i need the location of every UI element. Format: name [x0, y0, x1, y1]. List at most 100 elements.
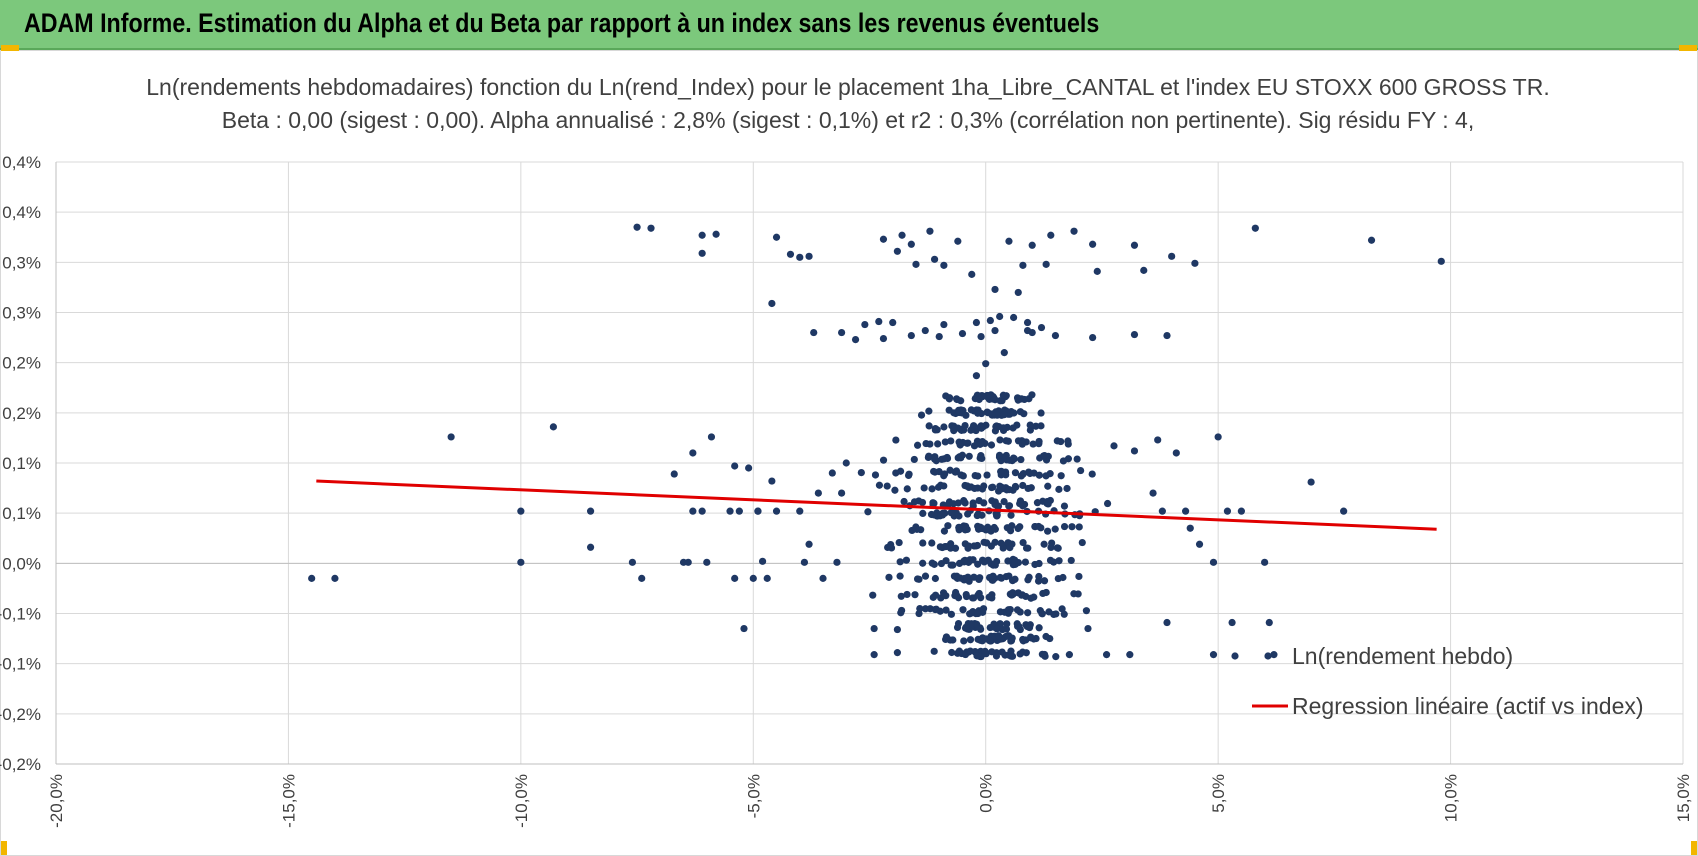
data-point [1075, 572, 1083, 581]
legend-marker-points [1231, 652, 1239, 660]
data-point [1059, 457, 1068, 465]
data-point [768, 299, 776, 308]
data-point [871, 471, 880, 479]
data-point [1089, 333, 1097, 342]
data-point [896, 558, 904, 566]
data-point [956, 440, 964, 448]
data-point [978, 485, 987, 493]
data-point [1026, 421, 1034, 429]
data-point [962, 623, 970, 631]
data-point [991, 501, 999, 509]
data-point [967, 406, 975, 414]
data-point [786, 250, 795, 258]
data-point [1046, 496, 1054, 505]
data-point [900, 497, 908, 506]
corner-marker-top-right [1679, 45, 1697, 51]
data-point [879, 456, 888, 464]
data-point [1140, 266, 1148, 274]
data-point [1005, 502, 1013, 510]
data-point [870, 624, 878, 633]
data-point [966, 556, 974, 564]
data-point [1019, 481, 1027, 490]
data-point [698, 231, 706, 239]
data-point [1070, 590, 1078, 598]
data-point [1044, 482, 1052, 490]
data-point [926, 227, 934, 235]
data-point [974, 406, 982, 414]
data-point [907, 240, 915, 248]
data-point [1006, 543, 1014, 552]
data-point [938, 511, 947, 519]
data-point [1082, 607, 1091, 615]
regression-line [316, 479, 1437, 531]
data-point [893, 247, 901, 255]
data-point [869, 591, 877, 599]
data-point [951, 544, 960, 552]
data-point [941, 470, 949, 478]
data-point [945, 395, 953, 403]
data-point [921, 572, 930, 580]
data-point [950, 425, 958, 433]
data-point [647, 224, 655, 232]
data-point [999, 391, 1007, 399]
data-point [965, 452, 973, 460]
data-point [974, 510, 982, 518]
data-point [1011, 469, 1020, 477]
data-point [954, 499, 962, 507]
data-point [1005, 237, 1013, 245]
data-point [1035, 572, 1043, 581]
data-point [1261, 558, 1269, 566]
data-point [1060, 502, 1069, 510]
data-point [974, 635, 982, 643]
data-point [805, 252, 813, 260]
data-point [974, 609, 982, 618]
data-point [947, 509, 955, 517]
data-point [950, 572, 959, 580]
data-point [977, 332, 985, 341]
data-point [944, 522, 952, 530]
data-point [1047, 231, 1055, 239]
data-point [985, 593, 993, 601]
data-point [966, 636, 975, 644]
y-tick-label: 0,3% [2, 304, 41, 323]
data-point [1004, 437, 1012, 445]
data-point [955, 408, 963, 417]
data-point [980, 538, 988, 546]
data-point [1265, 618, 1273, 627]
data-point [981, 647, 989, 655]
data-point [1228, 618, 1236, 627]
data-point [940, 527, 949, 535]
data-point [925, 422, 933, 430]
data-point [1024, 609, 1032, 617]
data-point [1027, 484, 1035, 492]
data-point [1000, 411, 1008, 419]
data-point [1017, 472, 1025, 480]
data-point [745, 464, 753, 472]
data-point [988, 411, 996, 419]
data-point [958, 329, 967, 338]
data-point [814, 489, 822, 497]
data-point [1044, 527, 1052, 535]
data-point [988, 648, 996, 656]
data-point [931, 591, 940, 599]
data-point [796, 507, 804, 515]
data-point [903, 590, 911, 599]
data-point [1009, 589, 1017, 597]
data-point [758, 557, 767, 565]
data-point [1046, 470, 1054, 478]
data-point [986, 637, 994, 645]
data-point [936, 543, 944, 551]
data-point [1005, 486, 1013, 494]
data-point [819, 574, 827, 582]
data-point [1004, 632, 1013, 640]
data-point [763, 574, 771, 582]
data-point [883, 482, 891, 490]
data-point [698, 507, 706, 515]
data-point [902, 556, 911, 564]
data-point [965, 542, 973, 550]
data-point [929, 499, 937, 507]
data-point [670, 470, 678, 478]
data-point [992, 652, 1001, 660]
data-point [1209, 558, 1218, 566]
data-point [1182, 507, 1190, 515]
